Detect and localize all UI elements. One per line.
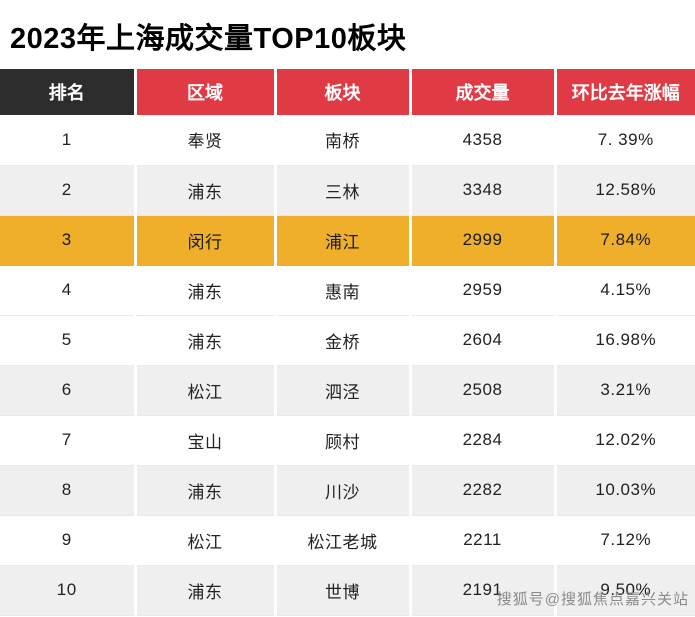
- sector-cell: 泗泾: [275, 365, 412, 416]
- volume-cell: 2999: [410, 215, 557, 266]
- sector-cell: 顾村: [275, 415, 412, 466]
- region-cell: 浦东: [135, 565, 277, 616]
- region-cell: 奉贤: [135, 115, 277, 166]
- table-row: 10 浦东 世博 2191 9.50%: [0, 565, 695, 616]
- sector-cell: 浦江: [275, 215, 412, 266]
- volume-cell: 2211: [410, 515, 557, 566]
- table-row: 9 松江 松江老城 2211 7.12%: [0, 515, 695, 566]
- rank-cell: 2: [0, 165, 137, 216]
- volume-cell: 2959: [410, 265, 557, 316]
- table-row: 2 浦东 三林 3348 12.58%: [0, 165, 695, 216]
- column-header-volume: 成交量: [410, 69, 557, 115]
- volume-cell: 3348: [410, 165, 557, 216]
- region-cell: 浦东: [135, 265, 277, 316]
- column-header-rank: 排名: [0, 69, 137, 115]
- change-cell: 7.12%: [555, 515, 695, 566]
- top10-table: 排名 区域 板块 成交量 环比去年涨幅 1 奉贤 南桥 4358 7. 39% …: [0, 69, 695, 616]
- watermark: 搜狐号@搜狐焦点嘉兴关站: [496, 591, 689, 608]
- rank-cell: 10: [0, 565, 137, 616]
- change-cell: 7. 39%: [555, 115, 695, 166]
- sector-cell: 世博: [275, 565, 412, 616]
- volume-cell: 4358: [410, 115, 557, 166]
- table-row: 4 浦东 惠南 2959 4.15%: [0, 265, 695, 316]
- region-cell: 浦东: [135, 165, 277, 216]
- rank-cell: 6: [0, 365, 137, 416]
- region-cell: 浦东: [135, 465, 277, 516]
- column-header-change: 环比去年涨幅: [555, 69, 695, 115]
- change-cell: 10.03%: [555, 465, 695, 516]
- sector-cell: 松江老城: [275, 515, 412, 566]
- change-cell: 16.98%: [555, 315, 695, 366]
- column-header-sector: 板块: [275, 69, 412, 115]
- change-cell: 3.21%: [555, 365, 695, 416]
- table-row: 5 浦东 金桥 2604 16.98%: [0, 315, 695, 366]
- table-row: 6 松江 泗泾 2508 3.21%: [0, 365, 695, 416]
- volume-cell: 2191: [410, 565, 557, 616]
- region-cell: 松江: [135, 365, 277, 416]
- sector-cell: 金桥: [275, 315, 412, 366]
- rank-cell: 1: [0, 115, 137, 166]
- region-cell: 闵行: [135, 215, 277, 266]
- volume-cell: 2604: [410, 315, 557, 366]
- rank-cell: 7: [0, 415, 137, 466]
- table-row: 8 浦东 川沙 2282 10.03%: [0, 465, 695, 516]
- volume-cell: 2282: [410, 465, 557, 516]
- change-cell: 9.50%: [555, 565, 695, 616]
- table-row: 1 奉贤 南桥 4358 7. 39%: [0, 115, 695, 166]
- volume-cell: 2284: [410, 415, 557, 466]
- sector-cell: 三林: [275, 165, 412, 216]
- region-cell: 浦东: [135, 315, 277, 366]
- rank-cell: 4: [0, 265, 137, 316]
- table-row-highlighted: 3 闵行 浦江 2999 7.84%: [0, 215, 695, 266]
- rank-cell: 8: [0, 465, 137, 516]
- page-title: 2023年上海成交量TOP10板块: [10, 23, 407, 55]
- rank-cell: 5: [0, 315, 137, 366]
- change-cell: 12.58%: [555, 165, 695, 216]
- sector-cell: 南桥: [275, 115, 412, 166]
- sector-cell: 川沙: [275, 465, 412, 516]
- table-header-row: 排名 区域 板块 成交量 环比去年涨幅: [0, 69, 695, 115]
- change-cell: 4.15%: [555, 265, 695, 316]
- change-cell: 7.84%: [555, 215, 695, 266]
- region-cell: 宝山: [135, 415, 277, 466]
- region-cell: 松江: [135, 515, 277, 566]
- table-row: 7 宝山 顾村 2284 12.02%: [0, 415, 695, 466]
- column-header-region: 区域: [135, 69, 277, 115]
- change-cell: 12.02%: [555, 415, 695, 466]
- sector-cell: 惠南: [275, 265, 412, 316]
- rank-cell: 9: [0, 515, 137, 566]
- volume-cell: 2508: [410, 365, 557, 416]
- rank-cell: 3: [0, 215, 137, 266]
